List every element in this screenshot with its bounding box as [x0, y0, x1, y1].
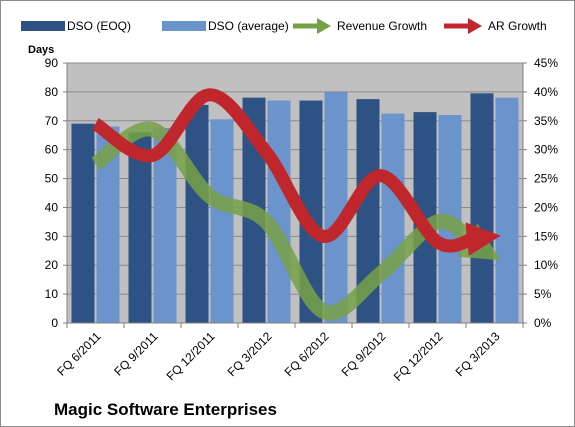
bar-dso-average	[495, 97, 519, 324]
x-tick-label: FQ 3/2012	[225, 329, 275, 379]
x-tick-label: FQ 6/2011	[54, 329, 104, 379]
y2-tick-label: 15%	[534, 229, 558, 243]
x-tick-label: FQ 6/2012	[282, 329, 332, 379]
legend-item: AR Growth	[444, 18, 547, 34]
y-tick-label: 20	[45, 258, 59, 272]
legend-item: DSO (average)	[162, 19, 289, 33]
line-ar-growth	[91, 88, 501, 256]
bar-dso-eoq	[128, 132, 152, 323]
y2-tick-label: 10%	[534, 258, 558, 272]
legend-label: AR Growth	[488, 19, 547, 33]
y2-tick-label: 40%	[534, 85, 558, 99]
y2-tick-label: 0%	[534, 316, 552, 330]
y-tick-label: 30	[45, 229, 59, 243]
y2-tick-label: 45%	[534, 56, 558, 70]
y2-tick-label: 5%	[534, 287, 552, 301]
y2-tick-label: 20%	[534, 200, 558, 214]
bar-dso-average	[381, 113, 405, 323]
x-tick-label: FQ 9/2011	[111, 329, 161, 379]
legend-label: DSO (EOQ)	[67, 19, 131, 33]
legend-swatch	[162, 21, 206, 31]
bar-dso-average	[210, 119, 234, 323]
bar-dso-average	[153, 128, 177, 323]
y-tick-label: 40	[45, 200, 59, 214]
x-tick-label: FQ 3/2013	[453, 329, 503, 379]
bar-series-group	[71, 91, 519, 324]
legend-label: Revenue Growth	[337, 19, 427, 33]
legend-arrow	[468, 18, 482, 34]
right-axis-ticks: 0% 5% 10% 15% 20% 25% 30% 35% 40% 45%	[523, 56, 558, 330]
bar-dso-average	[324, 91, 348, 323]
y2-tick-label: 25%	[534, 172, 558, 186]
chart-title: Magic Software Enterprises	[54, 400, 277, 419]
y-tick-label: 0	[51, 316, 58, 330]
legend-item: Revenue Growth	[293, 18, 427, 34]
y-tick-label: 60	[45, 143, 59, 157]
x-tick-label: FQ 12/2012	[391, 329, 446, 384]
y-axis-title: Days	[28, 44, 54, 56]
legend: DSO (EOQ) DSO (average) Revenue Growth AR G…	[21, 18, 547, 34]
y-tick-label: 10	[45, 287, 59, 301]
bar-dso-average	[96, 126, 120, 323]
legend-label: DSO (average)	[208, 19, 289, 33]
x-tick-label: FQ 12/2011	[164, 329, 218, 383]
y-tick-label: 80	[45, 85, 59, 99]
y-tick-label: 50	[45, 172, 59, 186]
bar-dso-average	[267, 100, 291, 323]
x-axis-ticks: FQ 6/2011 FQ 9/2011 FQ 12/2011 FQ 3/2012 FQ …	[54, 323, 524, 384]
line-series-group	[91, 88, 501, 321]
bar-dso-eoq	[71, 123, 95, 324]
x-tick-label: FQ 9/2012	[339, 329, 389, 379]
bar-dso-eoq	[356, 99, 380, 323]
y-tick-label: 90	[45, 56, 59, 70]
legend-arrow	[317, 18, 331, 34]
bar-dso-eoq	[470, 93, 494, 323]
y2-tick-label: 30%	[534, 143, 558, 157]
y-tick-label: 70	[45, 114, 59, 128]
bar-dso-eoq	[299, 100, 323, 323]
legend-item: DSO (EOQ)	[21, 19, 131, 33]
left-axis-ticks: 0 10 20 30 40 50 60 70 80 90	[45, 56, 67, 330]
bar-dso-eoq	[185, 104, 209, 323]
y2-tick-label: 35%	[534, 114, 558, 128]
legend-swatch	[21, 21, 65, 31]
